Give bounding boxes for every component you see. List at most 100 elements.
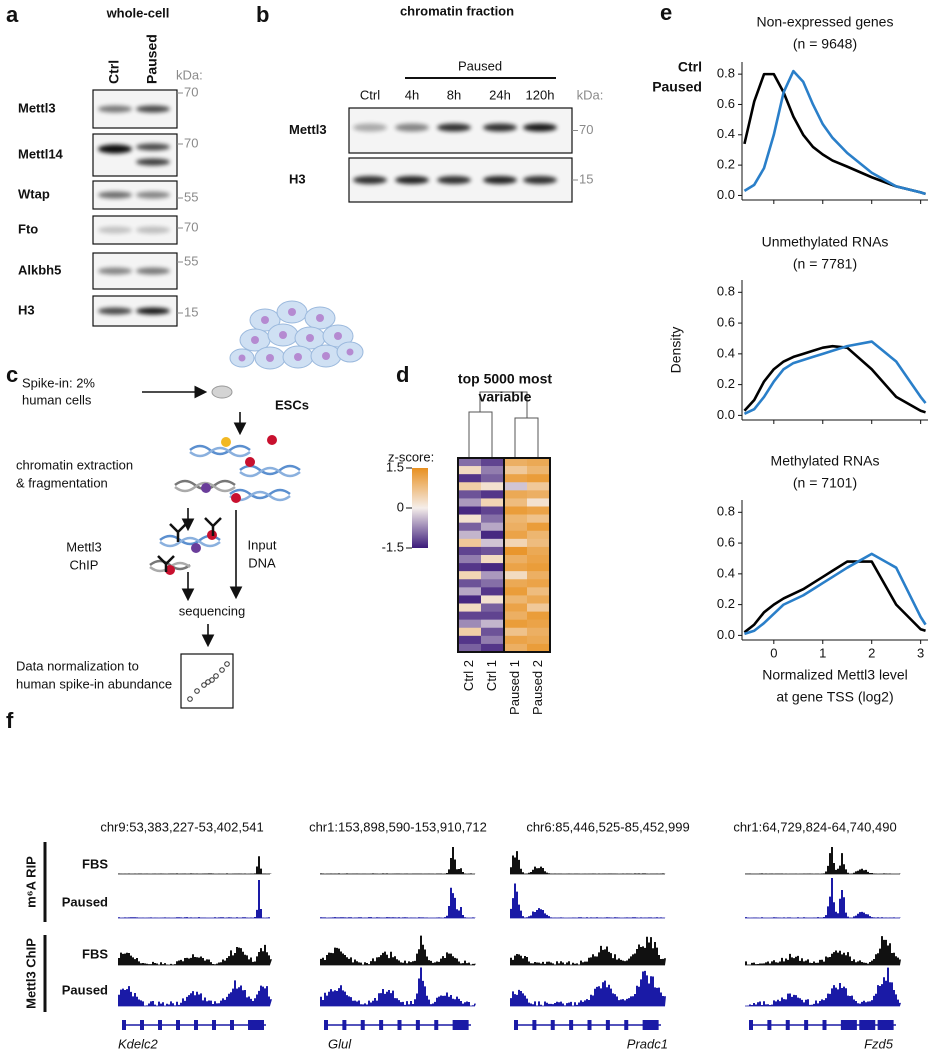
heatmap-cell	[527, 530, 550, 540]
heatmap-cell	[458, 538, 481, 548]
gene-exon	[785, 1020, 790, 1030]
heatmap-cell	[481, 571, 504, 580]
heatmap-cell	[504, 571, 527, 580]
nuclei	[238, 308, 354, 362]
heatmap-cell	[481, 619, 504, 629]
heatmap-cell	[527, 474, 550, 483]
density-curve	[743, 69, 926, 196]
heatmap-cell	[527, 498, 550, 507]
lane-label: 8h	[447, 87, 461, 102]
heatmap-cell	[481, 530, 504, 540]
panel-letter: c	[6, 362, 18, 387]
signal-track	[510, 936, 666, 965]
dna-fragments	[149, 444, 301, 573]
panel-title: top 5000 most	[458, 371, 552, 387]
heatmap-cell	[481, 627, 504, 637]
blot-band	[353, 176, 387, 184]
step-label: human cells	[22, 392, 92, 407]
gene-exon	[877, 1020, 894, 1030]
step-label: Data normalization to	[16, 658, 139, 673]
y-tick-label: 0.4	[717, 565, 735, 580]
lane-label: Ctrl	[106, 60, 122, 84]
signal-track	[745, 846, 901, 874]
modification-dots	[165, 435, 277, 575]
heatmap-cell	[527, 571, 550, 580]
heatmap-cell	[458, 474, 481, 483]
column-label: Paused 1	[507, 660, 522, 715]
gene-exon	[158, 1020, 162, 1030]
heatmap-cell	[527, 514, 550, 523]
heatmap-cell	[458, 466, 481, 475]
gene-exon	[415, 1020, 420, 1030]
gene-exon	[840, 1020, 857, 1030]
heatmap-cell	[458, 482, 481, 491]
gene-exon	[859, 1020, 876, 1030]
marker-label: 15	[579, 171, 593, 186]
lane-label: 120h	[526, 87, 555, 102]
gene-exon	[176, 1020, 180, 1030]
heatmap-cell	[458, 522, 481, 532]
scatter-box	[180, 653, 234, 709]
gene-exon	[122, 1020, 126, 1030]
heatmap-cell	[458, 458, 481, 467]
blot-band	[98, 307, 132, 315]
heatmap-cell	[481, 458, 504, 467]
heatmap-cell	[458, 611, 481, 620]
gene-exon	[532, 1020, 537, 1030]
heatmap-cell	[527, 522, 550, 532]
gene-exon	[248, 1020, 264, 1030]
marker-label: 70	[184, 219, 198, 234]
region-label: chr1:153,898,590-153,910,712	[309, 819, 487, 834]
step-label: ChIP	[70, 557, 99, 572]
gene-exon	[379, 1020, 384, 1030]
signal-track	[320, 887, 476, 918]
y-tick-label: 0.8	[717, 284, 735, 299]
heatmap-cell	[504, 555, 527, 564]
protein-label: Alkbh5	[18, 262, 61, 277]
gene-name: Glul	[328, 1036, 352, 1050]
track-label: Paused	[62, 982, 108, 997]
heatmap-cell	[458, 595, 481, 604]
heatmap-cell	[527, 563, 550, 572]
step-label: sequencing	[179, 603, 246, 618]
heatmap-cell	[527, 611, 550, 620]
marker-label: 70	[184, 84, 198, 99]
blot-band	[136, 158, 170, 166]
heatmap-border	[503, 457, 551, 653]
heatmap-cell	[458, 579, 481, 588]
heatmap-cell	[458, 587, 481, 596]
blot-box	[92, 133, 178, 177]
heatmap-cell	[504, 514, 527, 523]
x-tick-label: 2	[868, 645, 875, 660]
lane-label: Paused	[144, 34, 160, 84]
heatmap-cell	[504, 506, 527, 515]
antibodies	[157, 517, 222, 572]
protein-label: Mettl3	[289, 122, 327, 137]
heatmap-cell	[504, 498, 527, 507]
heatmap-cell	[527, 587, 550, 596]
y-axis-label: Density	[668, 327, 684, 374]
signal-track	[745, 967, 901, 1006]
heatmap-cell	[458, 627, 481, 637]
heatmap-cell	[458, 571, 481, 580]
blot-band	[437, 176, 471, 184]
protein-label: Fto	[18, 221, 38, 236]
chart-title: Non-expressed genes	[757, 14, 894, 30]
heatmap-cell	[504, 635, 527, 645]
gene-exon	[642, 1020, 659, 1030]
heatmap-cell	[504, 482, 527, 491]
heatmap-cell	[504, 530, 527, 540]
column-label: Ctrl 2	[461, 660, 476, 691]
blot-band	[98, 105, 132, 113]
cells-label: ESCs	[275, 397, 309, 412]
protein-label: H3	[18, 302, 35, 317]
gene-exon	[514, 1020, 518, 1030]
heatmap-cell	[458, 506, 481, 515]
density-curve	[743, 340, 927, 416]
heatmap-cell	[481, 603, 504, 612]
signal-track	[510, 970, 666, 1006]
heatmap-cell	[481, 611, 504, 620]
y-tick-label: 0.2	[717, 376, 735, 391]
y-tick-label: 0.0	[717, 187, 735, 202]
